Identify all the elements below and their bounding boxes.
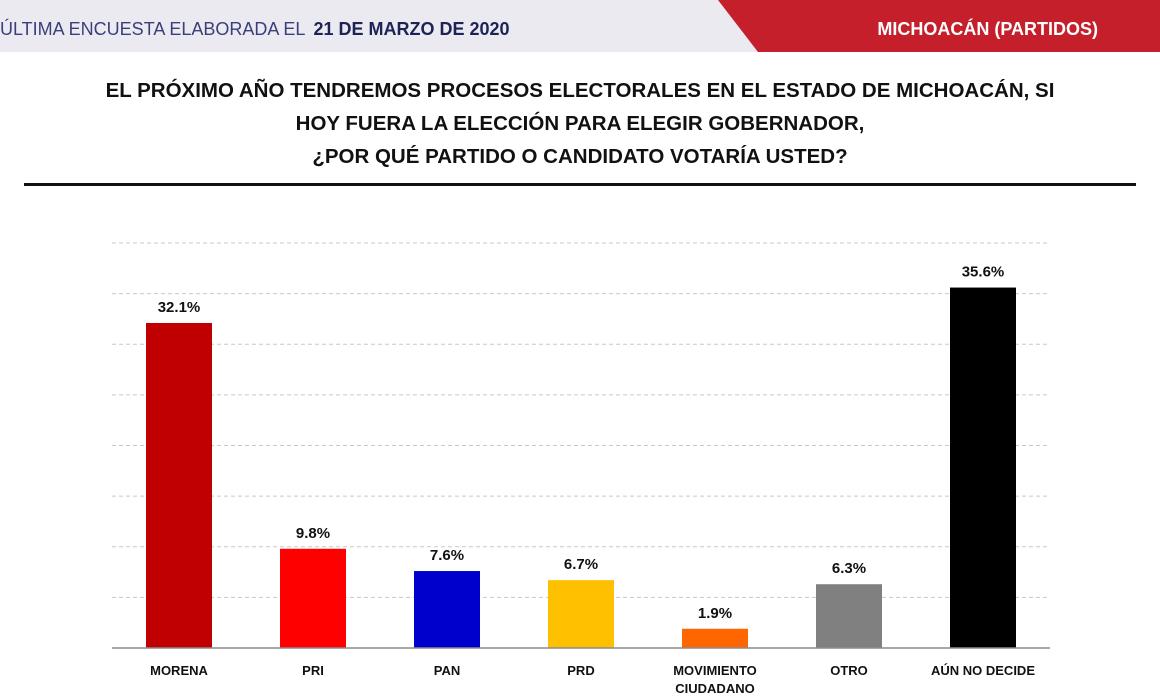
bar xyxy=(816,584,882,648)
bar xyxy=(280,548,346,648)
data-label: 1.9% xyxy=(698,605,732,622)
category-label: CIUDADANO xyxy=(675,681,754,696)
header-right-panel xyxy=(718,0,1160,52)
bar xyxy=(682,628,748,648)
survey-date: 21 DE MARZO DE 2020 xyxy=(313,19,510,39)
data-label: 9.8% xyxy=(296,525,330,542)
category-label: MORENA xyxy=(150,663,208,678)
category-label: OTRO xyxy=(830,663,868,678)
category-label: PRI xyxy=(302,663,324,678)
data-label: 32.1% xyxy=(158,299,201,316)
bar xyxy=(548,580,614,648)
category-label: PAN xyxy=(434,663,460,678)
survey-info: ÚLTIMA ENCUESTA ELABORADA EL 21 DE MARZO … xyxy=(0,0,510,52)
bar xyxy=(414,571,480,648)
header-left-panel xyxy=(0,0,760,52)
question-line-3: ¿POR QUÉ PARTIDO O CANDIDATO VOTARÍA UST… xyxy=(312,145,848,168)
region-label: MICHOACÁN (PARTIDOS) xyxy=(877,19,1098,39)
category-label: MOVIMIENTO xyxy=(673,663,757,678)
data-label: 35.6% xyxy=(962,264,1005,281)
survey-label: ÚLTIMA ENCUESTA ELABORADA EL xyxy=(0,19,306,39)
title-divider xyxy=(24,183,1136,186)
question-title: EL PRÓXIMO AÑO TENDREMOS PROCESOS ELECTO… xyxy=(20,74,1140,173)
bar xyxy=(950,287,1016,648)
data-label: 7.6% xyxy=(430,547,464,564)
question-line-2: HOY FUERA LA ELECCIÓN PARA ELEGIR GOBERN… xyxy=(295,112,865,135)
category-label: AÚN NO DECIDE xyxy=(931,663,1035,678)
bar xyxy=(146,322,212,648)
data-label: 6.7% xyxy=(564,556,598,573)
question-line-1: EL PRÓXIMO AÑO TENDREMOS PROCESOS ELECTO… xyxy=(105,79,1055,102)
data-label: 6.3% xyxy=(832,560,866,577)
category-label: PRD xyxy=(567,663,594,678)
header-banner: ÚLTIMA ENCUESTA ELABORADA EL 21 DE MARZO … xyxy=(0,0,1160,52)
